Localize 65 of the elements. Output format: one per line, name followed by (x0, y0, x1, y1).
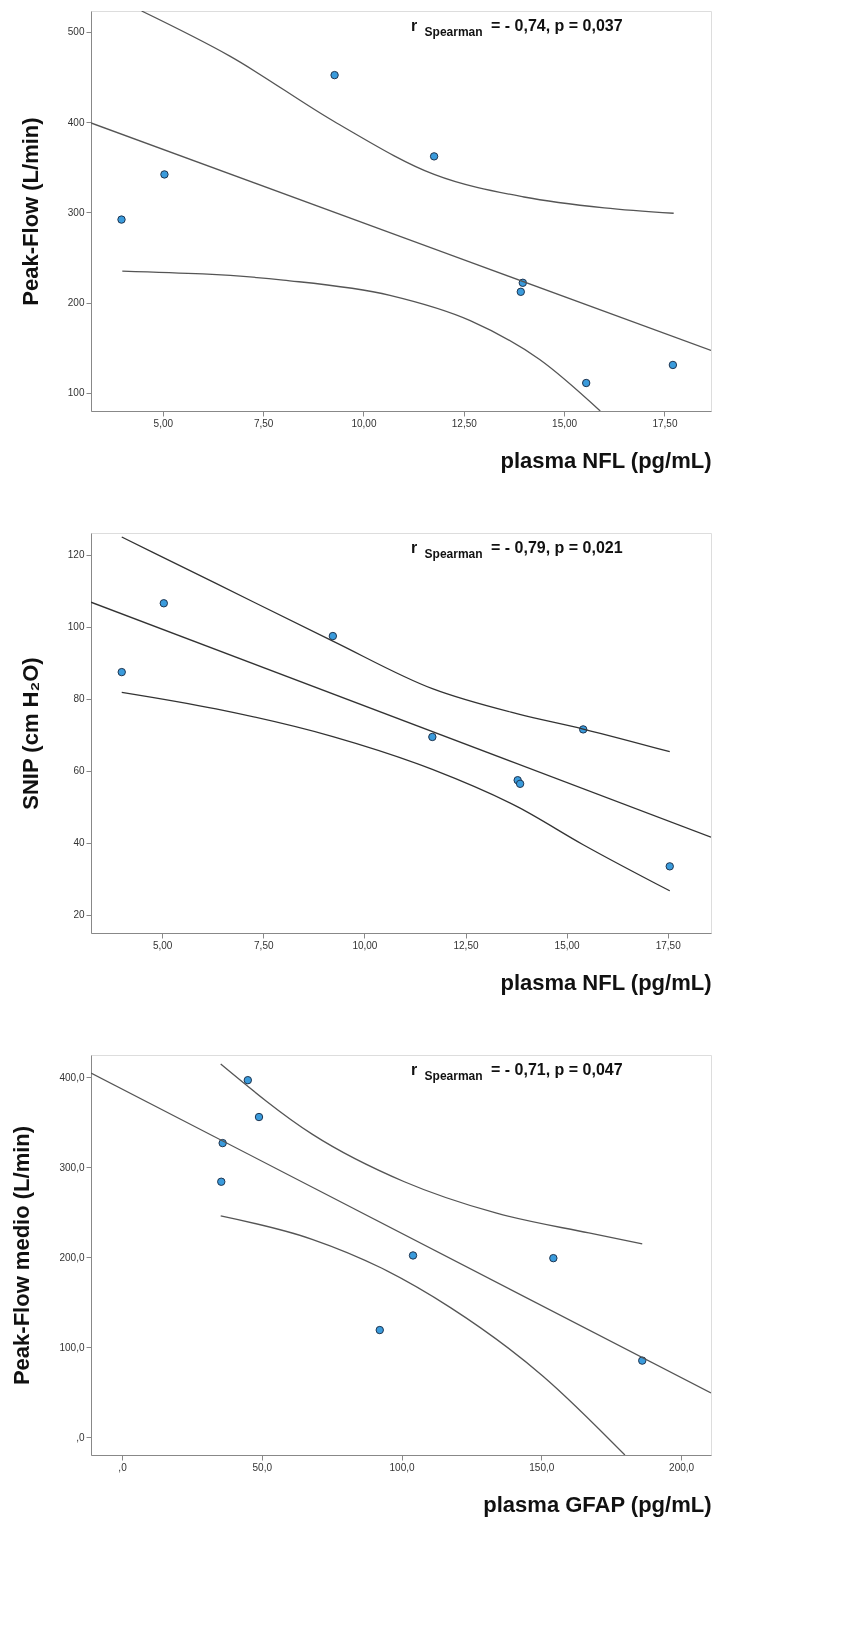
y-tick-label: ,0 (76, 1431, 85, 1443)
y-tick-label: 100 (67, 621, 85, 633)
point (160, 170, 169, 179)
y-tick-label: 120 (67, 549, 85, 561)
x-tick-label: 7,50 (254, 939, 274, 951)
x-tick-label: 7,50 (253, 417, 274, 429)
x-axis-title: plasma NFL (pg/mL) (500, 447, 712, 473)
x-axis-title: plasma NFL (pg/mL) (500, 969, 712, 995)
y-tick-label: 80 (73, 693, 85, 705)
point (328, 631, 338, 641)
x-tick-label: 200,0 (669, 1461, 695, 1473)
x-tick-label: ,0 (118, 1461, 128, 1473)
point (515, 779, 525, 789)
y-tick-label: 20 (73, 909, 85, 921)
point (330, 70, 339, 80)
x-tick-label: 15,00 (554, 939, 581, 951)
y-tick-label: 200,0 (59, 1251, 85, 1263)
y-tick-label: 400,0 (59, 1071, 85, 1083)
line-series (121, 536, 671, 753)
point (516, 287, 525, 297)
point (117, 215, 126, 224)
point (117, 667, 126, 677)
point (375, 1325, 384, 1335)
x-tick-label: 5,00 (152, 939, 173, 951)
y-axis-title: SNIP (cm H₂O) (17, 657, 43, 810)
point (243, 1075, 253, 1085)
point (638, 1356, 647, 1365)
x-tick-label: 15,00 (552, 417, 578, 429)
y-tick-label: 40 (73, 837, 85, 849)
line-series (220, 1215, 626, 1455)
y-tick-label: 100,0 (59, 1341, 85, 1353)
line-series (220, 1063, 643, 1245)
y-tick-label: 400 (67, 116, 85, 128)
x-tick-label: 10,00 (352, 939, 378, 951)
x-tick-label: 17,50 (655, 939, 682, 951)
x-tick-label: 17,50 (652, 417, 678, 429)
line-series (140, 11, 675, 214)
y-tick-label: 200 (67, 297, 85, 309)
point (217, 1177, 226, 1186)
point (159, 599, 169, 608)
point (408, 1251, 418, 1260)
point (428, 732, 437, 742)
point (665, 862, 674, 871)
point (668, 360, 678, 370)
line-series (121, 270, 601, 411)
y-tick-label: 300 (67, 206, 85, 218)
x-tick-label: 100,0 (389, 1461, 416, 1473)
x-tick-label: 5,00 (153, 417, 174, 429)
y-tick-label: 300,0 (59, 1161, 85, 1173)
y-tick-label: 60 (73, 765, 85, 777)
point (429, 152, 439, 161)
point (549, 1253, 558, 1263)
x-axis-title: plasma GFAP (pg/mL) (483, 1491, 712, 1517)
y-axis-title: Peak-Flow (L/min) (17, 117, 43, 306)
point (581, 378, 591, 388)
line-series (121, 691, 671, 892)
y-axis-title: Peak-Flow medio (L/min) (9, 1125, 35, 1386)
y-tick-label: 500 (67, 26, 85, 38)
x-tick-label: 10,00 (351, 417, 377, 429)
x-tick-label: 12,50 (451, 417, 478, 429)
x-tick-label: 150,0 (529, 1461, 555, 1473)
y-tick-label: 100 (67, 387, 85, 399)
point (254, 1112, 264, 1122)
x-tick-label: 50,0 (252, 1461, 273, 1473)
x-tick-label: 12,50 (453, 939, 479, 951)
